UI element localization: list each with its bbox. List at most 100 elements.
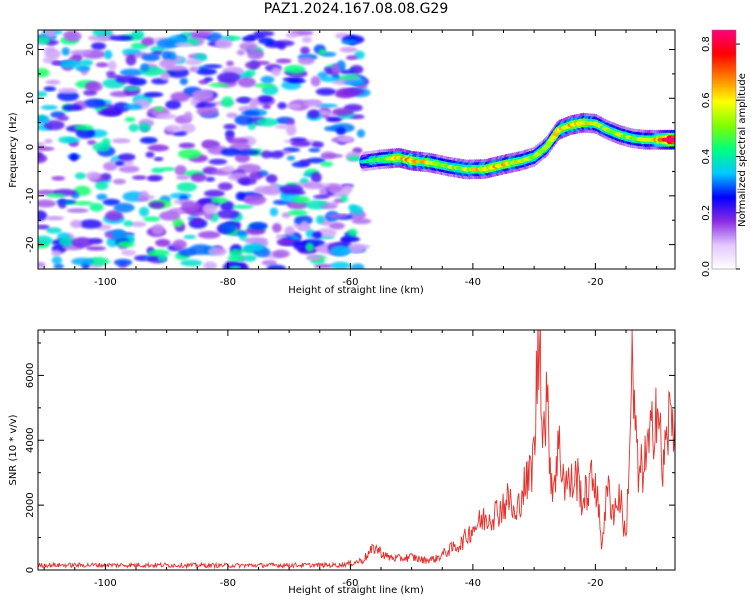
noise-blob xyxy=(125,54,137,66)
noise-blob xyxy=(109,35,134,41)
noise-blob xyxy=(269,150,284,159)
noise-blob xyxy=(38,35,51,45)
noise-blob xyxy=(61,47,70,56)
x-tick-label: -100 xyxy=(94,277,117,288)
noise-blob xyxy=(58,87,78,94)
noise-blob xyxy=(265,174,278,184)
noise-blob xyxy=(346,244,365,254)
noise-blob xyxy=(43,86,57,92)
noise-blob xyxy=(107,60,117,71)
noise-blob xyxy=(44,30,56,38)
noise-blob xyxy=(172,239,187,250)
noise-blob xyxy=(165,124,182,133)
noise-blob xyxy=(330,261,351,269)
noise-blob xyxy=(203,261,218,269)
noise-blob xyxy=(196,68,217,76)
noise-blob xyxy=(328,222,345,230)
noise-blob xyxy=(121,48,141,55)
noise-blob xyxy=(279,184,304,194)
noise-blob xyxy=(91,42,107,50)
noise-blob xyxy=(59,59,83,69)
noise-blob xyxy=(96,193,108,201)
noise-blob xyxy=(216,209,240,219)
colorbar: 0.0 0.2 0.4 0.6 0.8 Normalized spectral ampl… xyxy=(701,29,748,277)
noise-blob xyxy=(151,167,165,174)
noise-blob xyxy=(118,153,136,161)
noise-blob xyxy=(249,222,268,230)
noise-blob xyxy=(143,216,161,222)
noise-blob xyxy=(56,199,77,204)
noise-blob xyxy=(42,47,56,53)
colorbar-gradient xyxy=(712,30,736,269)
noise-blob xyxy=(138,122,151,133)
ridge-segment xyxy=(545,141,553,146)
noise-blob xyxy=(170,91,190,103)
noise-blob xyxy=(131,30,145,40)
noise-blob xyxy=(157,254,168,262)
colorbar-tick-label: 0.6 xyxy=(701,92,712,108)
noise-blob xyxy=(274,124,296,130)
spectrogram-xlabel: Height of straight line (km) xyxy=(288,285,424,296)
x-tick-label: -80 xyxy=(220,277,236,288)
noise-blob xyxy=(64,30,82,42)
noise-blob xyxy=(285,32,299,39)
noise-blob xyxy=(256,117,279,127)
noise-blob xyxy=(339,69,354,75)
noise-blob xyxy=(183,234,197,240)
noise-blob xyxy=(69,153,79,162)
x-tick-label: -20 xyxy=(587,578,603,589)
noise-blob xyxy=(51,256,63,265)
noise-blob xyxy=(111,228,127,240)
noise-blob xyxy=(236,149,260,156)
noise-blob xyxy=(199,199,213,204)
noise-blob xyxy=(316,227,337,238)
noise-blob xyxy=(236,49,246,56)
noise-blob xyxy=(284,226,296,237)
noise-blob xyxy=(159,211,181,221)
noise-blob xyxy=(356,83,368,90)
noise-blob xyxy=(45,79,61,85)
noise-blob xyxy=(188,244,213,256)
noise-blob xyxy=(151,224,165,235)
noise-blob xyxy=(286,155,296,161)
noise-blob xyxy=(305,242,315,252)
y-tick-label: 6000 xyxy=(25,363,36,388)
noise-blob xyxy=(51,249,62,257)
noise-blob xyxy=(85,171,101,181)
noise-blob xyxy=(123,220,134,227)
noise-blob xyxy=(155,238,171,247)
noise-blob xyxy=(159,59,176,69)
noise-blob xyxy=(347,155,362,162)
noise-blob xyxy=(145,151,155,158)
noise-blob xyxy=(197,231,221,239)
noise-blob xyxy=(247,48,264,60)
noise-blob xyxy=(234,152,251,163)
noise-blob xyxy=(46,193,66,198)
noise-blob xyxy=(336,135,353,143)
noise-blob xyxy=(299,177,309,184)
noise-blob xyxy=(138,206,150,217)
noise-blob xyxy=(185,58,202,66)
noise-blob xyxy=(223,123,237,130)
ridge-segment xyxy=(548,138,555,143)
noise-blob xyxy=(38,199,57,208)
noise-blob xyxy=(112,102,130,113)
noise-blob xyxy=(75,128,96,139)
noise-blob xyxy=(203,64,223,69)
noise-blob xyxy=(161,50,172,61)
noise-blob xyxy=(92,142,111,152)
noise-blob xyxy=(115,161,125,166)
noise-blob xyxy=(332,107,354,116)
noise-blob xyxy=(239,41,258,51)
noise-blob xyxy=(271,223,282,233)
noise-blob xyxy=(222,165,235,173)
spectrogram-signal-ridge xyxy=(359,112,675,180)
noise-blob xyxy=(342,184,353,194)
noise-blob xyxy=(147,144,169,152)
noise-blob xyxy=(56,115,70,121)
noise-blob xyxy=(105,210,124,221)
noise-blob xyxy=(276,238,295,246)
spectrogram-noise-layer xyxy=(38,30,372,269)
noise-blob xyxy=(69,49,93,56)
